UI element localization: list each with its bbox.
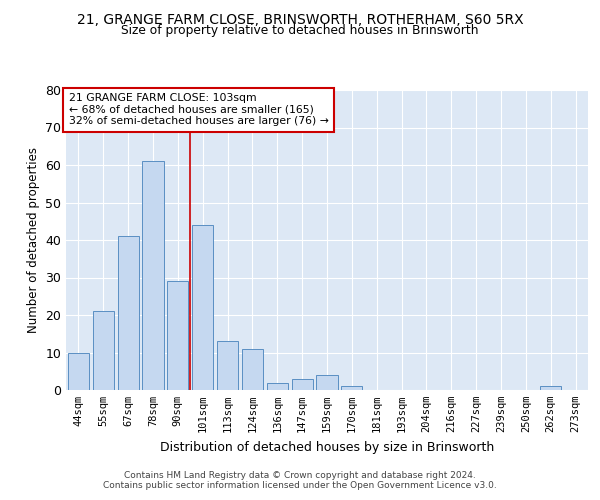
Bar [167, 281, 188, 390]
Y-axis label: Number of detached properties: Number of detached properties [26, 147, 40, 333]
Bar [142, 161, 164, 390]
X-axis label: Distribution of detached houses by size in Brinsworth: Distribution of detached houses by size … [160, 440, 494, 454]
Bar [242, 349, 263, 390]
Bar [540, 386, 561, 390]
Bar [267, 382, 288, 390]
Bar [341, 386, 362, 390]
Bar [316, 375, 338, 390]
Text: 21 GRANGE FARM CLOSE: 103sqm
← 68% of detached houses are smaller (165)
32% of s: 21 GRANGE FARM CLOSE: 103sqm ← 68% of de… [68, 93, 328, 126]
Text: Contains HM Land Registry data © Crown copyright and database right 2024.
Contai: Contains HM Land Registry data © Crown c… [103, 470, 497, 490]
Bar [68, 352, 89, 390]
Bar [292, 379, 313, 390]
Text: Size of property relative to detached houses in Brinsworth: Size of property relative to detached ho… [121, 24, 479, 37]
Bar [93, 311, 114, 390]
Text: 21, GRANGE FARM CLOSE, BRINSWORTH, ROTHERHAM, S60 5RX: 21, GRANGE FARM CLOSE, BRINSWORTH, ROTHE… [77, 12, 523, 26]
Bar [217, 341, 238, 390]
Bar [118, 236, 139, 390]
Bar [192, 225, 213, 390]
